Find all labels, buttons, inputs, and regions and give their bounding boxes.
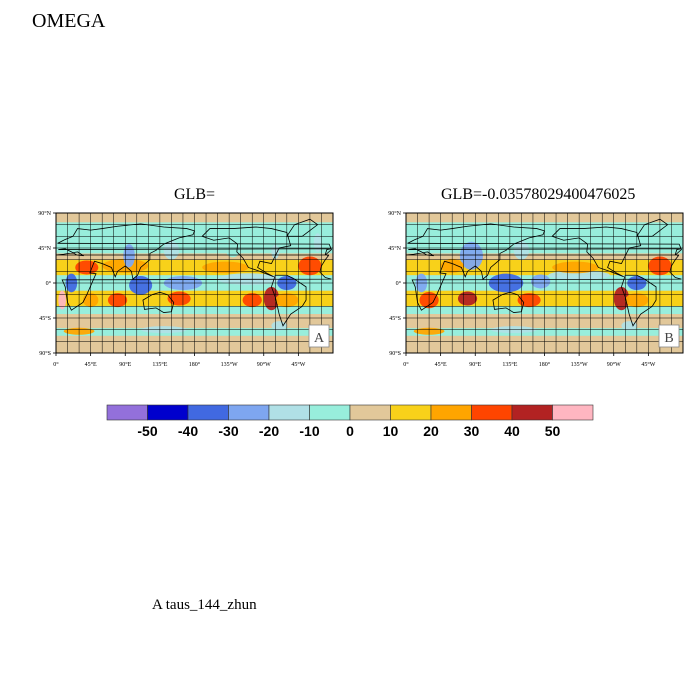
x-tick-label: 45°W [291,361,305,367]
figure-title: OMEGA [32,10,106,32]
x-tick-label: 45°W [641,361,655,367]
panel-b-title: GLB=-0.03578029400476025 [441,186,636,203]
x-tick-label: 180° [539,361,551,367]
coastline [286,218,319,237]
panel-b-map: 0° 45°E 90°E 135°E 180° 135°W 90°W 45°W 90°N 45°N… [388,210,684,367]
coastline [621,274,657,327]
panel-a-title: GLB= [174,186,216,203]
x-tick-label: 45°E [435,361,447,367]
x-tick-label: 135°E [502,361,517,367]
coastline [201,226,292,278]
colorbar-swatch [390,404,432,421]
x-tick-label: 135°W [221,361,238,367]
x-tick-label: 90°E [119,361,131,367]
x-tick-label: 90°W [607,361,621,367]
colorbar-swatch [268,404,310,421]
colorbar-swatch [430,404,472,421]
coastline [636,218,669,237]
colorbar-swatch [187,404,229,421]
colorbar-label: -10 [299,423,319,439]
field-feature [129,276,153,295]
x-tick-label: 135°E [152,361,167,367]
y-tick-label: 90°S [389,350,401,357]
coastline [551,226,642,278]
y-tick-label: 90°N [38,210,51,217]
colorbar-label: -50 [137,423,157,439]
x-tick-label: 0° [53,361,59,367]
panel-label: B [664,331,673,346]
field-feature [457,291,478,306]
x-tick-label: 45°E [85,361,97,367]
colorbar-swatch [147,404,189,421]
field-feature [517,293,541,308]
colorbar-label: -30 [218,423,238,439]
panel-label-box [308,324,330,348]
colorbar-swatch [471,404,513,421]
panel-a-map: 0° 45°E 90°E 135°E 180° 135°W 90°W 45°W 90°N 45°N… [38,210,334,367]
field-feature [621,321,637,331]
field-feature [459,241,483,270]
y-tick-label: 0° [396,280,402,287]
x-tick-label: 0° [403,361,409,367]
y-tick-label: 45°S [39,315,51,322]
y-tick-label: 45°N [388,245,401,252]
field-layer [56,213,333,353]
field-feature [123,244,135,268]
panel-label-box [658,324,680,348]
x-tick-label: 180° [189,361,201,367]
y-tick-label: 45°N [38,245,51,252]
field-layer [406,213,683,353]
field-feature [531,274,551,289]
colorbar-swatch [349,404,391,421]
field-feature [313,233,322,252]
panel-label: A [314,331,325,346]
field-feature [75,260,99,275]
coastline [271,274,307,327]
colorbar-label: 50 [545,423,561,439]
coastline [492,291,525,313]
field-feature [271,321,287,331]
field-feature [107,293,128,308]
colorbar-swatch [228,404,270,421]
x-tick-label: 135°W [571,361,588,367]
field-feature [552,261,599,274]
colorbar-label: 0 [346,423,354,439]
x-tick-label: 90°W [257,361,271,367]
colorbar-swatch [106,404,148,421]
y-tick-label: 90°S [39,350,51,357]
colorbar-label: 20 [423,423,439,439]
colorbar-swatch [309,404,351,421]
colorbar-label: 40 [504,423,520,439]
figure-caption: A taus_144_zhun [152,597,257,613]
y-tick-label: 0° [46,280,52,287]
colorbar-label: -40 [178,423,198,439]
field-feature [202,261,249,274]
colorbar: -50 -40 -30 -20 -10 0 10 20 30 40 50 [106,404,594,439]
colorbar-label: -20 [259,423,279,439]
colorbar-label: 30 [464,423,480,439]
x-tick-label: 90°E [469,361,481,367]
coastline [142,291,175,313]
field-feature [58,290,67,310]
coastline [406,223,682,311]
y-tick-label: 90°N [388,210,401,217]
colorbar-swatch [552,404,594,421]
colorbar-swatch [511,404,553,421]
coastline [56,223,332,311]
colorbar-label: 10 [383,423,399,439]
y-tick-label: 45°S [389,315,401,322]
